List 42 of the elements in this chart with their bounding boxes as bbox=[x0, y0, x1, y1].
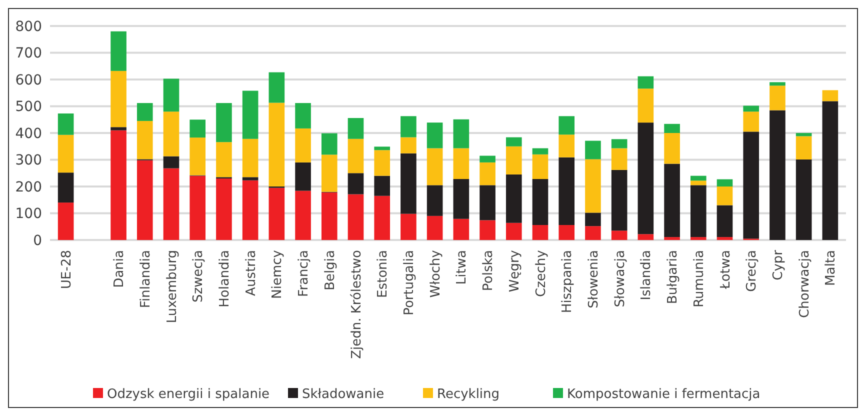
y-tick-label: 100 bbox=[15, 206, 42, 222]
x-tick-label: Grecja bbox=[744, 250, 760, 292]
x-tick-label: Rumunia bbox=[692, 250, 707, 308]
x-tick-label: UE-28 bbox=[59, 250, 74, 289]
y-tick-label: 800 bbox=[15, 18, 42, 35]
x-tick-label: Hiszpania bbox=[560, 250, 576, 314]
legend-label: Odzysk energii i spalanie bbox=[107, 387, 270, 402]
x-tick-label: Dania bbox=[112, 250, 128, 288]
y-tick-label: 0 bbox=[33, 232, 42, 249]
x-tick-label: Malta bbox=[824, 250, 839, 286]
x-tick-label: Bułgaria bbox=[666, 250, 681, 304]
x-tick-label: Luxemburg bbox=[164, 250, 180, 324]
y-tick-label: 200 bbox=[15, 179, 42, 196]
x-tick-label: Holandia bbox=[218, 250, 233, 308]
x-tick-label: Finlandia bbox=[138, 250, 154, 308]
x-tick-label: Estonia bbox=[376, 250, 391, 298]
x-tick-label: Łotwa bbox=[718, 250, 734, 290]
legend-label: Składowanie bbox=[302, 387, 384, 402]
x-tick-label: Włochy bbox=[428, 250, 444, 298]
y-tick-label: 600 bbox=[15, 72, 42, 88]
y-tick-label: 700 bbox=[15, 46, 42, 62]
x-tick-label: Cypr bbox=[771, 249, 786, 280]
x-tick-label: Słowenia bbox=[586, 250, 602, 308]
legend-label: Kompostowanie i fermentacja bbox=[567, 387, 760, 402]
y-tick-label: 400 bbox=[15, 126, 42, 142]
x-tick-label: Francja bbox=[296, 250, 312, 297]
x-tick-label: Islandia bbox=[639, 250, 654, 300]
x-tick-label: Szwecja bbox=[191, 250, 206, 302]
x-tick-label: Polska bbox=[481, 250, 496, 291]
x-tick-label: Niemcy bbox=[270, 250, 286, 299]
x-tick-label: Chorwacja bbox=[797, 250, 812, 318]
x-tick-label: Słowacja bbox=[612, 250, 628, 308]
x-tick-label: Zjedn. Królestwo bbox=[349, 250, 364, 359]
x-tick-label: Węgry bbox=[507, 250, 522, 292]
x-tick-label: Austria bbox=[244, 250, 259, 296]
x-tick-label: Litwa bbox=[454, 250, 470, 285]
x-tick-label: Portugalia bbox=[402, 250, 418, 316]
y-tick-label: 500 bbox=[15, 99, 42, 116]
legend-label: Recykling bbox=[437, 387, 500, 402]
x-tick-label: Czechy bbox=[534, 250, 549, 297]
y-tick-label: 300 bbox=[15, 152, 42, 169]
x-tick-label: Belgia bbox=[322, 250, 338, 290]
